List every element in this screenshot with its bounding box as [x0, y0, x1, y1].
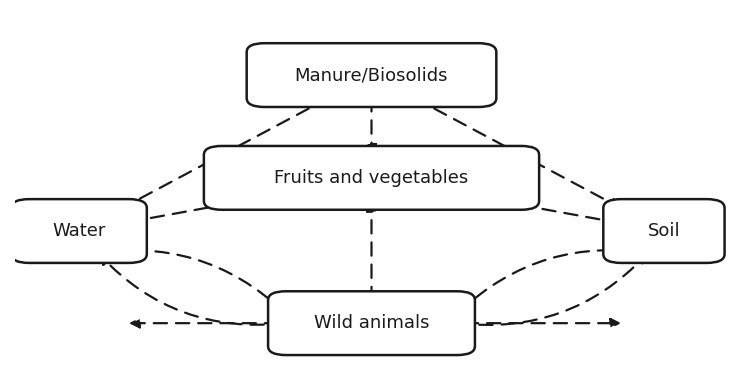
Text: Wild animals: Wild animals [314, 314, 429, 332]
Text: Water: Water [52, 222, 106, 240]
FancyBboxPatch shape [603, 199, 724, 263]
Text: Fruits and vegetables: Fruits and vegetables [274, 169, 469, 187]
FancyBboxPatch shape [204, 146, 539, 210]
Text: Manure/Biosolids: Manure/Biosolids [295, 66, 448, 84]
FancyBboxPatch shape [268, 291, 475, 355]
FancyBboxPatch shape [247, 43, 496, 107]
FancyBboxPatch shape [11, 199, 147, 263]
Text: Soil: Soil [648, 222, 681, 240]
